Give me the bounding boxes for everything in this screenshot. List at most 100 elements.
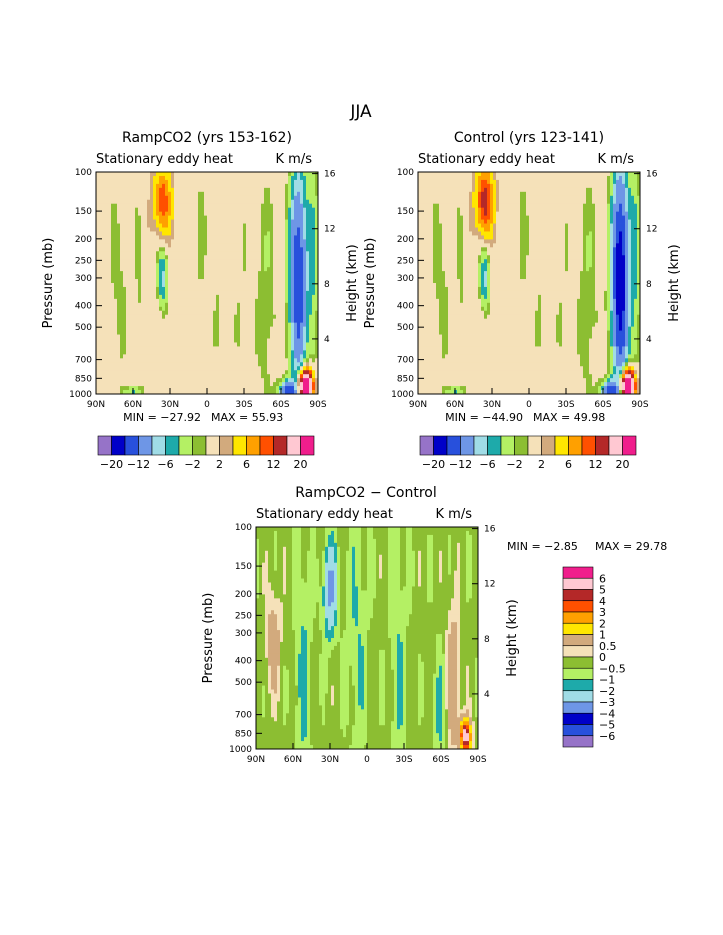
heatmap-cell bbox=[162, 275, 166, 280]
heatmap-cell bbox=[213, 370, 217, 375]
heatmap-cell bbox=[427, 298, 431, 304]
heatmap-cell bbox=[439, 302, 443, 308]
heatmap-cell bbox=[303, 227, 307, 232]
heatmap-cell bbox=[234, 199, 238, 205]
heatmap-cell bbox=[294, 382, 298, 387]
heatmap-cell bbox=[177, 306, 181, 312]
heatmap-cell bbox=[198, 346, 202, 351]
heatmap-cell bbox=[204, 235, 208, 240]
heatmap-cell bbox=[309, 302, 313, 308]
heatmap-cell bbox=[213, 386, 217, 391]
heatmap-cell bbox=[168, 298, 172, 304]
heatmap-cell bbox=[132, 263, 136, 268]
heatmap-cell bbox=[276, 243, 280, 248]
heatmap-cell bbox=[439, 227, 443, 232]
heatmap-cell bbox=[237, 175, 241, 181]
heatmap-cell bbox=[201, 322, 205, 327]
heatmap-cell bbox=[105, 223, 109, 228]
heatmap-cell bbox=[234, 386, 238, 391]
heatmap-cell bbox=[439, 263, 443, 268]
heatmap-cell bbox=[445, 215, 449, 220]
heatmap-cell bbox=[189, 354, 193, 359]
heatmap-cell bbox=[222, 251, 226, 256]
heatmap-cell bbox=[186, 382, 190, 387]
heatmap-cell bbox=[210, 354, 214, 359]
heatmap-cell bbox=[180, 271, 184, 276]
heatmap-cell bbox=[147, 283, 151, 288]
heatmap-cell bbox=[171, 330, 175, 335]
heatmap-cell bbox=[219, 195, 223, 201]
heatmap-cell bbox=[165, 378, 169, 383]
heatmap-cell bbox=[442, 219, 446, 224]
heatmap-cell bbox=[123, 322, 127, 327]
heatmap-cell bbox=[96, 330, 100, 335]
heatmap-cell bbox=[144, 330, 148, 335]
heatmap-cell bbox=[231, 207, 235, 213]
heatmap-cell bbox=[309, 386, 313, 391]
heatmap-cell bbox=[201, 374, 205, 379]
heatmap-cell bbox=[123, 183, 127, 189]
heatmap-cell bbox=[156, 294, 160, 300]
heatmap-cell bbox=[135, 175, 139, 181]
heatmap-cell bbox=[246, 298, 250, 304]
heatmap-cell bbox=[427, 386, 431, 391]
heatmap-cell bbox=[312, 172, 316, 177]
heatmap-cell bbox=[213, 251, 217, 256]
heatmap-cell bbox=[141, 370, 145, 375]
heatmap-cell bbox=[99, 362, 103, 367]
heatmap-cell bbox=[162, 298, 166, 304]
heatmap-cell bbox=[210, 298, 214, 304]
heatmap-cell bbox=[276, 183, 280, 189]
heatmap-cell bbox=[153, 207, 157, 213]
heatmap-cell bbox=[421, 318, 425, 324]
heatmap-cell bbox=[436, 362, 440, 367]
heatmap-cell bbox=[297, 290, 301, 296]
heatmap-cell bbox=[285, 243, 289, 248]
heatmap-cell bbox=[225, 211, 229, 216]
heatmap-cell bbox=[297, 219, 301, 224]
heatmap-cell bbox=[195, 382, 199, 387]
heatmap-cell bbox=[189, 191, 193, 197]
heatmap-cell bbox=[108, 195, 112, 201]
heatmap-cell bbox=[300, 362, 304, 367]
heatmap-cell bbox=[165, 338, 169, 343]
heatmap-cell bbox=[285, 330, 289, 335]
heatmap-cell bbox=[99, 302, 103, 308]
heatmap-cell bbox=[424, 267, 428, 272]
heatmap-cell bbox=[99, 231, 103, 236]
heatmap-cell bbox=[231, 314, 235, 320]
heatmap-cell bbox=[138, 350, 142, 355]
heatmap-cell bbox=[457, 275, 461, 280]
heatmap-cell bbox=[183, 306, 187, 312]
heatmap-cell bbox=[186, 354, 190, 359]
heatmap-cell bbox=[258, 199, 262, 205]
heatmap-cell bbox=[219, 346, 223, 351]
heatmap-cell bbox=[150, 382, 154, 387]
heatmap-cell bbox=[303, 219, 307, 224]
heatmap-cell bbox=[309, 350, 313, 355]
heatmap-cell bbox=[427, 338, 431, 343]
heatmap-cell bbox=[216, 326, 220, 331]
heatmap-cell bbox=[108, 390, 112, 395]
heatmap-cell bbox=[156, 243, 160, 248]
heatmap-cell bbox=[222, 255, 226, 260]
heatmap-cell bbox=[249, 172, 253, 177]
heatmap-cell bbox=[156, 235, 160, 240]
heatmap-cell bbox=[198, 215, 202, 220]
heatmap-cell bbox=[430, 227, 434, 232]
heatmap-cell bbox=[427, 314, 431, 320]
heatmap-cell bbox=[198, 290, 202, 296]
heatmap-cell bbox=[111, 231, 115, 236]
heatmap-cell bbox=[454, 310, 458, 316]
heatmap-cell bbox=[108, 350, 112, 355]
heatmap-cell bbox=[132, 275, 136, 280]
heatmap-cell bbox=[430, 322, 434, 327]
heatmap-cell bbox=[249, 203, 253, 209]
heatmap-cell bbox=[222, 279, 226, 284]
heatmap-cell bbox=[177, 310, 181, 316]
heatmap-cell bbox=[192, 290, 196, 296]
heatmap-cell bbox=[309, 298, 313, 304]
heatmap-cell bbox=[252, 195, 256, 201]
heatmap-cell bbox=[243, 358, 247, 363]
heatmap-cell bbox=[315, 314, 319, 320]
